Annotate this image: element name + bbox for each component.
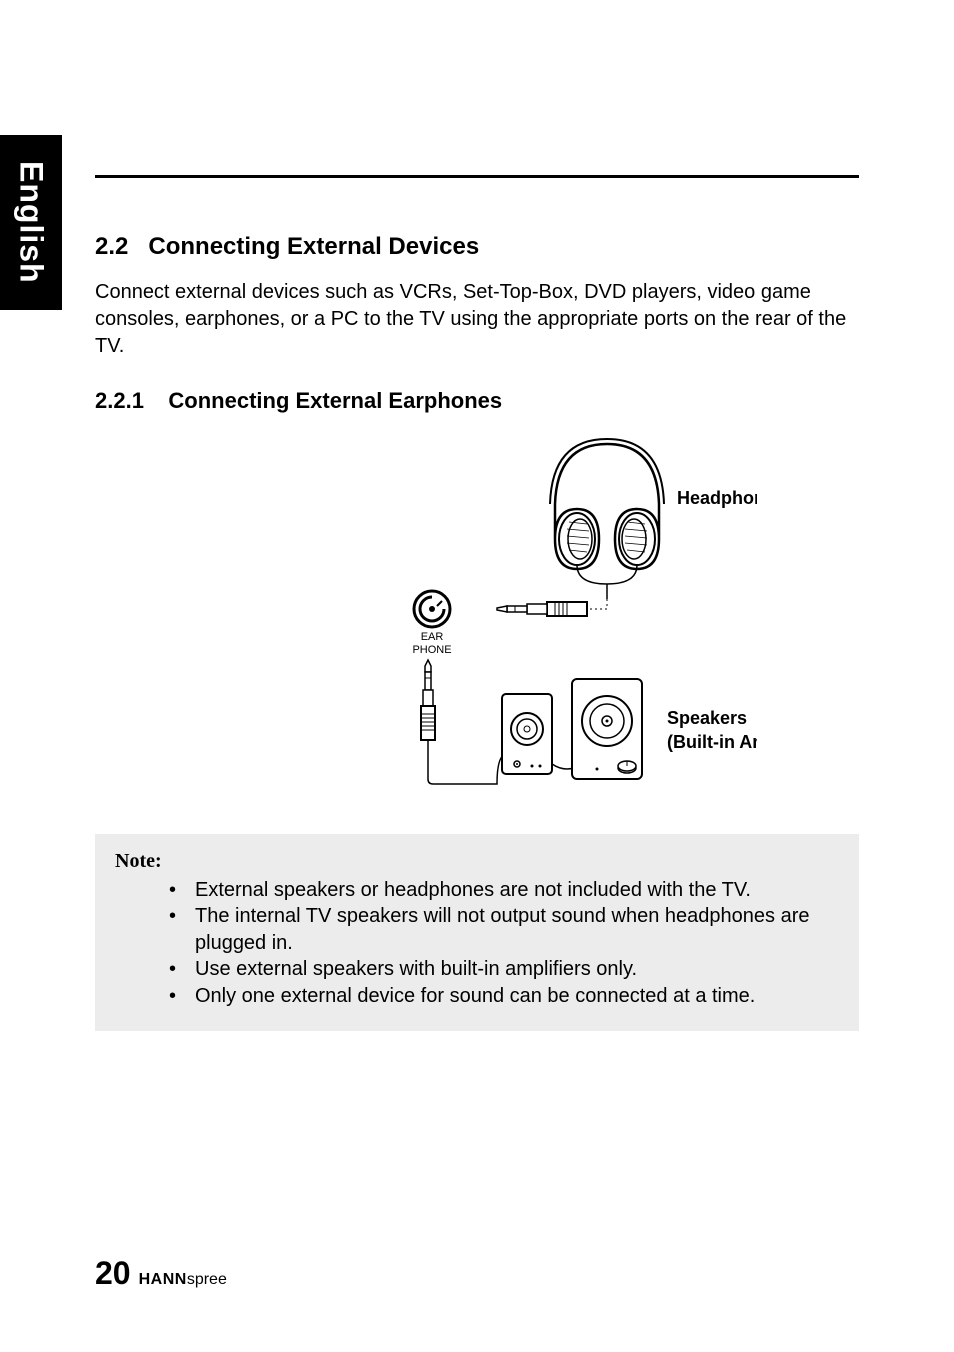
earphone-port-icon <box>414 591 450 627</box>
vertical-jack-icon <box>421 660 435 740</box>
section-title: Connecting External Devices <box>148 233 479 260</box>
page-footer: 20 HANNspree <box>95 1255 227 1292</box>
language-tab: English <box>0 135 62 310</box>
subsection-heading: 2.2.1 Connecting External Earphones <box>95 388 859 414</box>
top-rule <box>95 175 859 178</box>
speakers-label-1: Speakers <box>667 708 747 728</box>
headphones-icon <box>550 439 664 599</box>
section-body: Connect external devices such as VCRs, S… <box>95 279 859 360</box>
diagram-container: EAR PHONE <box>95 424 859 794</box>
note-list: External speakers or headphones are not … <box>115 877 839 1009</box>
note-title: Note: <box>115 850 839 873</box>
section-heading: 2.2 Connecting External Devices <box>95 233 859 261</box>
note-item: The internal TV speakers will not output… <box>169 903 839 956</box>
brand-light: spree <box>187 1271 227 1288</box>
brand-logo: HANNspree <box>139 1271 227 1289</box>
note-item: External speakers or headphones are not … <box>169 877 839 903</box>
port-label-line2: PHONE <box>412 644 451 656</box>
speakers-label-2: (Built-in Amplifiers) <box>667 732 757 752</box>
connection-diagram: EAR PHONE <box>197 424 757 794</box>
language-label: English <box>13 161 50 284</box>
headphones-label: Headphones <box>677 488 757 508</box>
page-number: 20 <box>95 1255 131 1292</box>
small-speaker-icon <box>502 694 552 774</box>
note-item: Use external speakers with built-in ampl… <box>169 956 839 982</box>
subsection-num: 2.2.1 <box>95 388 144 413</box>
jack-plug-icon <box>497 602 587 616</box>
brand-bold: HANN <box>139 1271 187 1288</box>
section-num: 2.2 <box>95 233 128 260</box>
large-speaker-icon <box>572 679 642 779</box>
note-item: Only one external device for sound can b… <box>169 983 839 1009</box>
note-box: Note: External speakers or headphones ar… <box>95 834 859 1031</box>
port-label-line1: EAR <box>421 631 444 643</box>
page-content: 2.2 Connecting External Devices Connect … <box>95 175 859 1031</box>
subsection-title: Connecting External Earphones <box>168 388 502 413</box>
